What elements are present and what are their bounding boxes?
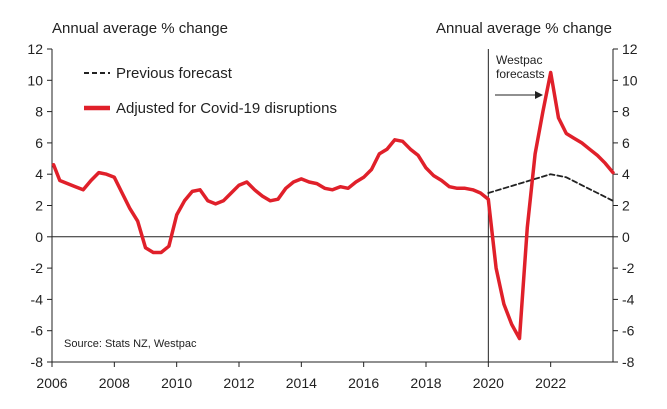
series-line-adjusted [51,70,615,341]
y-tick-label-right: -2 [622,260,635,276]
series-line-previous-forecast [487,173,614,202]
y-tick-label-left: -2 [31,260,44,276]
y-tick-label-right: -8 [622,354,635,370]
y-tick-label-right: 0 [622,229,630,245]
y-tick-label-right: 12 [622,41,638,57]
legend-label-adjusted: Adjusted for Covid-19 disruptions [116,100,337,117]
source-note: Source: Stats NZ, Westpac [64,338,197,350]
y-tick-label-right: 8 [622,104,630,120]
right-axis-title: Annual average % change [436,20,612,37]
y-tick-label-left: 8 [35,104,43,120]
x-tick-label: 2006 [36,375,67,391]
forecast-label-line2: forecasts [496,67,545,81]
y-tick-label-left: 4 [35,166,43,182]
y-tick-label-left: -4 [31,291,44,307]
x-tick-label: 2008 [99,375,130,391]
y-tick-label-right: 4 [622,166,630,182]
x-tick-label: 2020 [473,375,504,391]
forecast-label-line1: Westpac [496,53,542,67]
forecast-arrow [495,91,543,99]
y-tick-label-right: 2 [622,198,630,214]
y-tick-label-right: -6 [622,323,635,339]
x-tick-label: 2010 [161,375,192,391]
x-tick-label: 2022 [535,375,566,391]
x-tick-label: 2012 [223,375,254,391]
y-tick-label-left: 12 [27,41,43,57]
legend-label-previous-forecast: Previous forecast [116,65,233,82]
y-tick-label-left: -8 [31,354,44,370]
x-tick-label: 2016 [348,375,379,391]
y-tick-label-left: -6 [31,323,44,339]
y-tick-label-left: 6 [35,135,43,151]
y-tick-label-right: 10 [622,72,638,88]
x-tick-label: 2014 [286,375,317,391]
left-axis-title: Annual average % change [52,20,228,37]
y-tick-label-left: 2 [35,198,43,214]
y-tick-label-left: 10 [27,72,43,88]
x-tick-label: 2018 [410,375,441,391]
y-tick-label-right: -4 [622,291,635,307]
y-tick-label-right: 6 [622,135,630,151]
y-tick-label-left: 0 [35,229,43,245]
